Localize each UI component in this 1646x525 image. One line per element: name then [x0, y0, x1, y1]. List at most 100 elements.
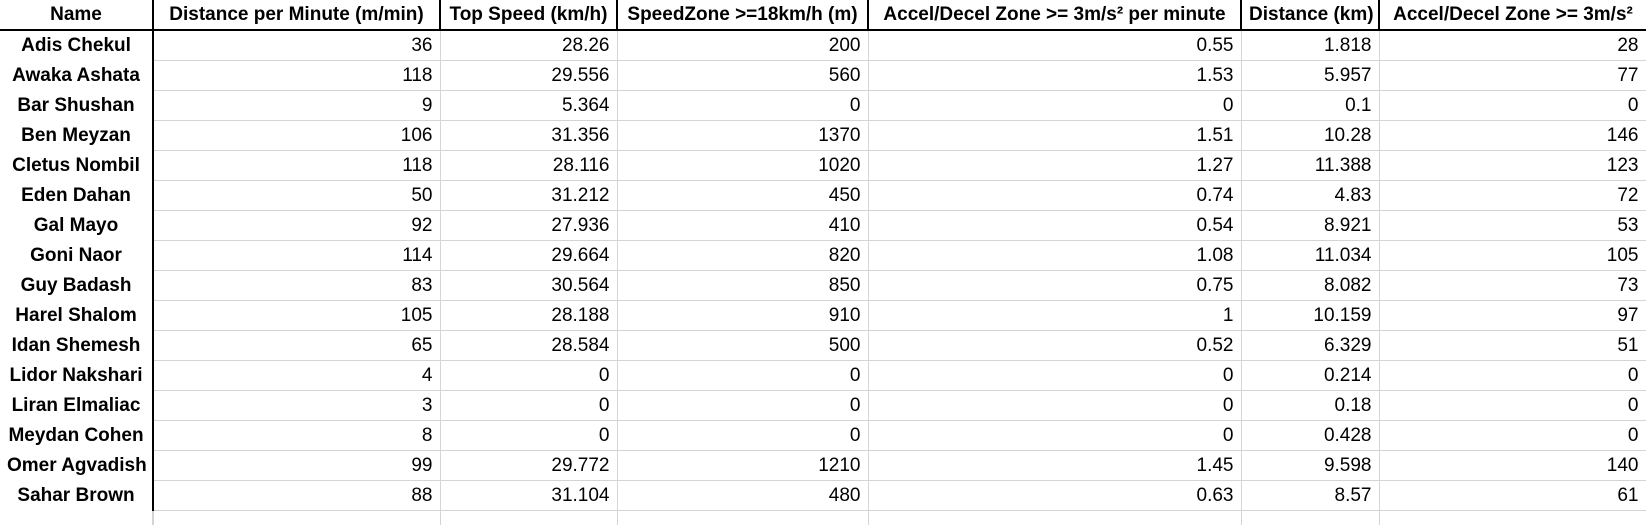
accel-decel-zone-cell[interactable]: 140 — [1379, 450, 1646, 481]
top-speed-cell[interactable]: 27.936 — [440, 210, 618, 241]
accel-decel-zone-cell[interactable]: 0 — [1379, 390, 1646, 421]
top-speed-cell[interactable]: 30.564 — [440, 270, 618, 301]
player-name-cell[interactable]: Meydan Cohen — [0, 420, 154, 451]
accel-decel-per-minute-cell[interactable]: 0 — [868, 390, 1242, 421]
distance-per-minute-cell[interactable]: 106 — [153, 120, 441, 151]
distance-km-cell[interactable]: 0.18 — [1241, 390, 1380, 421]
speed-zone-cell[interactable]: 450 — [617, 180, 869, 211]
accel-decel-per-minute-cell[interactable]: 0.63 — [868, 480, 1242, 511]
player-name-cell[interactable]: Omer Agvadish — [0, 450, 154, 481]
speed-zone-cell[interactable]: 1370 — [617, 120, 869, 151]
column-header-accel-decel-zone[interactable]: Accel/Decel Zone >= 3m/s² — [1379, 0, 1646, 31]
top-speed-cell[interactable]: 5.364 — [440, 90, 618, 121]
column-header-distance-km[interactable]: Distance (km) — [1241, 0, 1380, 31]
distance-km-cell[interactable]: 9.598 — [1241, 450, 1380, 481]
top-speed-cell[interactable]: 31.104 — [440, 480, 618, 511]
distance-km-cell[interactable]: 8.921 — [1241, 210, 1380, 241]
speed-zone-cell[interactable]: 480 — [617, 480, 869, 511]
distance-km-cell[interactable]: 10.28 — [1241, 120, 1380, 151]
column-header-top-speed[interactable]: Top Speed (km/h) — [440, 0, 618, 31]
top-speed-cell[interactable]: 29.772 — [440, 450, 618, 481]
distance-km-cell[interactable]: 11.388 — [1241, 150, 1380, 181]
accel-decel-per-minute-cell[interactable]: 1.53 — [868, 60, 1242, 91]
column-header-name[interactable]: Name — [0, 0, 154, 31]
accel-decel-per-minute-cell[interactable]: 1.27 — [868, 150, 1242, 181]
accel-decel-zone-cell[interactable]: 28 — [1379, 30, 1646, 61]
accel-decel-zone-cell[interactable]: 0 — [1379, 90, 1646, 121]
distance-km-cell[interactable]: 1.818 — [1241, 30, 1380, 61]
top-speed-cell[interactable]: 29.556 — [440, 60, 618, 91]
empty-cell[interactable] — [440, 510, 618, 525]
distance-km-cell[interactable]: 4.83 — [1241, 180, 1380, 211]
top-speed-cell[interactable]: 28.584 — [440, 330, 618, 361]
accel-decel-zone-cell[interactable]: 61 — [1379, 480, 1646, 511]
accel-decel-per-minute-cell[interactable]: 0 — [868, 420, 1242, 451]
speed-zone-cell[interactable]: 410 — [617, 210, 869, 241]
accel-decel-per-minute-cell[interactable]: 0.75 — [868, 270, 1242, 301]
empty-cell[interactable] — [617, 510, 869, 525]
player-name-cell[interactable]: Idan Shemesh — [0, 330, 154, 361]
accel-decel-per-minute-cell[interactable]: 1 — [868, 300, 1242, 331]
accel-decel-zone-cell[interactable]: 105 — [1379, 240, 1646, 271]
player-name-cell[interactable]: Guy Badash — [0, 270, 154, 301]
empty-cell[interactable] — [153, 510, 441, 525]
speed-zone-cell[interactable]: 0 — [617, 390, 869, 421]
distance-per-minute-cell[interactable]: 83 — [153, 270, 441, 301]
column-header-distance-per-minute[interactable]: Distance per Minute (m/min) — [153, 0, 441, 31]
accel-decel-zone-cell[interactable]: 0 — [1379, 420, 1646, 451]
accel-decel-zone-cell[interactable]: 72 — [1379, 180, 1646, 211]
distance-per-minute-cell[interactable]: 65 — [153, 330, 441, 361]
accel-decel-zone-cell[interactable]: 123 — [1379, 150, 1646, 181]
player-name-cell[interactable]: Awaka Ashata — [0, 60, 154, 91]
distance-per-minute-cell[interactable]: 114 — [153, 240, 441, 271]
player-name-cell[interactable]: Bar Shushan — [0, 90, 154, 121]
distance-per-minute-cell[interactable]: 105 — [153, 300, 441, 331]
top-speed-cell[interactable]: 28.116 — [440, 150, 618, 181]
player-name-cell[interactable]: Ben Meyzan — [0, 120, 154, 151]
distance-per-minute-cell[interactable]: 36 — [153, 30, 441, 61]
empty-cell[interactable] — [1379, 510, 1646, 525]
distance-km-cell[interactable]: 11.034 — [1241, 240, 1380, 271]
distance-km-cell[interactable]: 8.57 — [1241, 480, 1380, 511]
speed-zone-cell[interactable]: 200 — [617, 30, 869, 61]
distance-km-cell[interactable]: 8.082 — [1241, 270, 1380, 301]
accel-decel-per-minute-cell[interactable]: 1.08 — [868, 240, 1242, 271]
distance-km-cell[interactable]: 0.1 — [1241, 90, 1380, 121]
top-speed-cell[interactable]: 29.664 — [440, 240, 618, 271]
player-name-cell[interactable]: Lidor Nakshari — [0, 360, 154, 391]
accel-decel-zone-cell[interactable]: 77 — [1379, 60, 1646, 91]
accel-decel-zone-cell[interactable]: 0 — [1379, 360, 1646, 391]
distance-per-minute-cell[interactable]: 92 — [153, 210, 441, 241]
accel-decel-zone-cell[interactable]: 51 — [1379, 330, 1646, 361]
accel-decel-zone-cell[interactable]: 97 — [1379, 300, 1646, 331]
player-name-cell[interactable]: Adis Chekul — [0, 30, 154, 61]
speed-zone-cell[interactable]: 0 — [617, 420, 869, 451]
distance-per-minute-cell[interactable]: 99 — [153, 450, 441, 481]
distance-per-minute-cell[interactable]: 118 — [153, 60, 441, 91]
distance-per-minute-cell[interactable]: 118 — [153, 150, 441, 181]
distance-per-minute-cell[interactable]: 88 — [153, 480, 441, 511]
top-speed-cell[interactable]: 0 — [440, 360, 618, 391]
player-name-cell[interactable]: Sahar Brown — [0, 480, 154, 511]
distance-km-cell[interactable]: 5.957 — [1241, 60, 1380, 91]
distance-km-cell[interactable]: 6.329 — [1241, 330, 1380, 361]
distance-per-minute-cell[interactable]: 9 — [153, 90, 441, 121]
accel-decel-zone-cell[interactable]: 53 — [1379, 210, 1646, 241]
distance-km-cell[interactable]: 0.214 — [1241, 360, 1380, 391]
distance-per-minute-cell[interactable]: 3 — [153, 390, 441, 421]
top-speed-cell[interactable]: 28.188 — [440, 300, 618, 331]
top-speed-cell[interactable]: 28.26 — [440, 30, 618, 61]
column-header-accel-decel-per-minute[interactable]: Accel/Decel Zone >= 3m/s² per minute — [868, 0, 1242, 31]
distance-km-cell[interactable]: 0.428 — [1241, 420, 1380, 451]
speed-zone-cell[interactable]: 0 — [617, 360, 869, 391]
accel-decel-zone-cell[interactable]: 73 — [1379, 270, 1646, 301]
speed-zone-cell[interactable]: 560 — [617, 60, 869, 91]
speed-zone-cell[interactable]: 500 — [617, 330, 869, 361]
speed-zone-cell[interactable]: 1210 — [617, 450, 869, 481]
player-name-cell[interactable]: Liran Elmaliac — [0, 390, 154, 421]
accel-decel-per-minute-cell[interactable]: 0.54 — [868, 210, 1242, 241]
distance-per-minute-cell[interactable]: 50 — [153, 180, 441, 211]
accel-decel-per-minute-cell[interactable]: 0.74 — [868, 180, 1242, 211]
accel-decel-per-minute-cell[interactable]: 0.52 — [868, 330, 1242, 361]
speed-zone-cell[interactable]: 0 — [617, 90, 869, 121]
